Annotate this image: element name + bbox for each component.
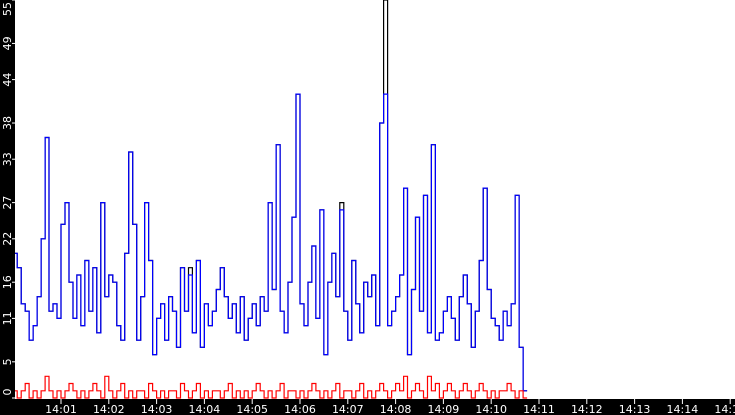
x-tick-label: 14:05 — [236, 403, 268, 415]
y-axis: 0 5 11 16 22 27 33 38 44 49 55 — [1, 0, 15, 399]
x-tick-label: 14:13 — [619, 403, 651, 415]
y-tick-label: 49 — [1, 36, 14, 50]
y-axis-bar — [0, 0, 15, 415]
y-tick-label: 5 — [1, 358, 14, 365]
x-tick-label: 14:06 — [284, 403, 316, 415]
x-tick-label: 14:14 — [667, 403, 699, 415]
x-tick-label: 14:07 — [332, 403, 364, 415]
x-tick-label: 14:03 — [141, 403, 173, 415]
x-tick-label: 14:02 — [93, 403, 125, 415]
y-tick-label: 38 — [1, 116, 14, 130]
x-axis-bar — [0, 399, 735, 415]
x-tick-label: 14:09 — [428, 403, 460, 415]
x-tick-label: 14:01 — [45, 403, 77, 415]
series-line-2 — [13, 375, 528, 399]
y-tick-label: 33 — [1, 152, 14, 166]
y-tick-label: 44 — [1, 73, 14, 87]
y-tick-label: 16 — [1, 275, 14, 289]
y-tick-label: 11 — [1, 311, 14, 325]
x-axis: 14:01 14:02 14:03 14:04 14:05 14:06 14:07 14:08… — [45, 399, 735, 415]
y-tick-label: 0 — [1, 389, 14, 396]
x-tick-label: 14:12 — [571, 403, 603, 415]
x-tick-label: 14:04 — [189, 403, 221, 415]
series-layer — [13, 0, 528, 399]
y-tick-label: 55 — [1, 2, 14, 16]
x-tick-label: 14:08 — [380, 403, 412, 415]
y-tick-label: 22 — [1, 232, 14, 246]
y-tick-label: 27 — [1, 196, 14, 210]
x-tick-label: 14:11 — [523, 403, 555, 415]
x-tick-label: 14:15 — [714, 403, 735, 415]
x-tick-label: 14:10 — [475, 403, 507, 415]
series-line-1 — [13, 93, 528, 392]
